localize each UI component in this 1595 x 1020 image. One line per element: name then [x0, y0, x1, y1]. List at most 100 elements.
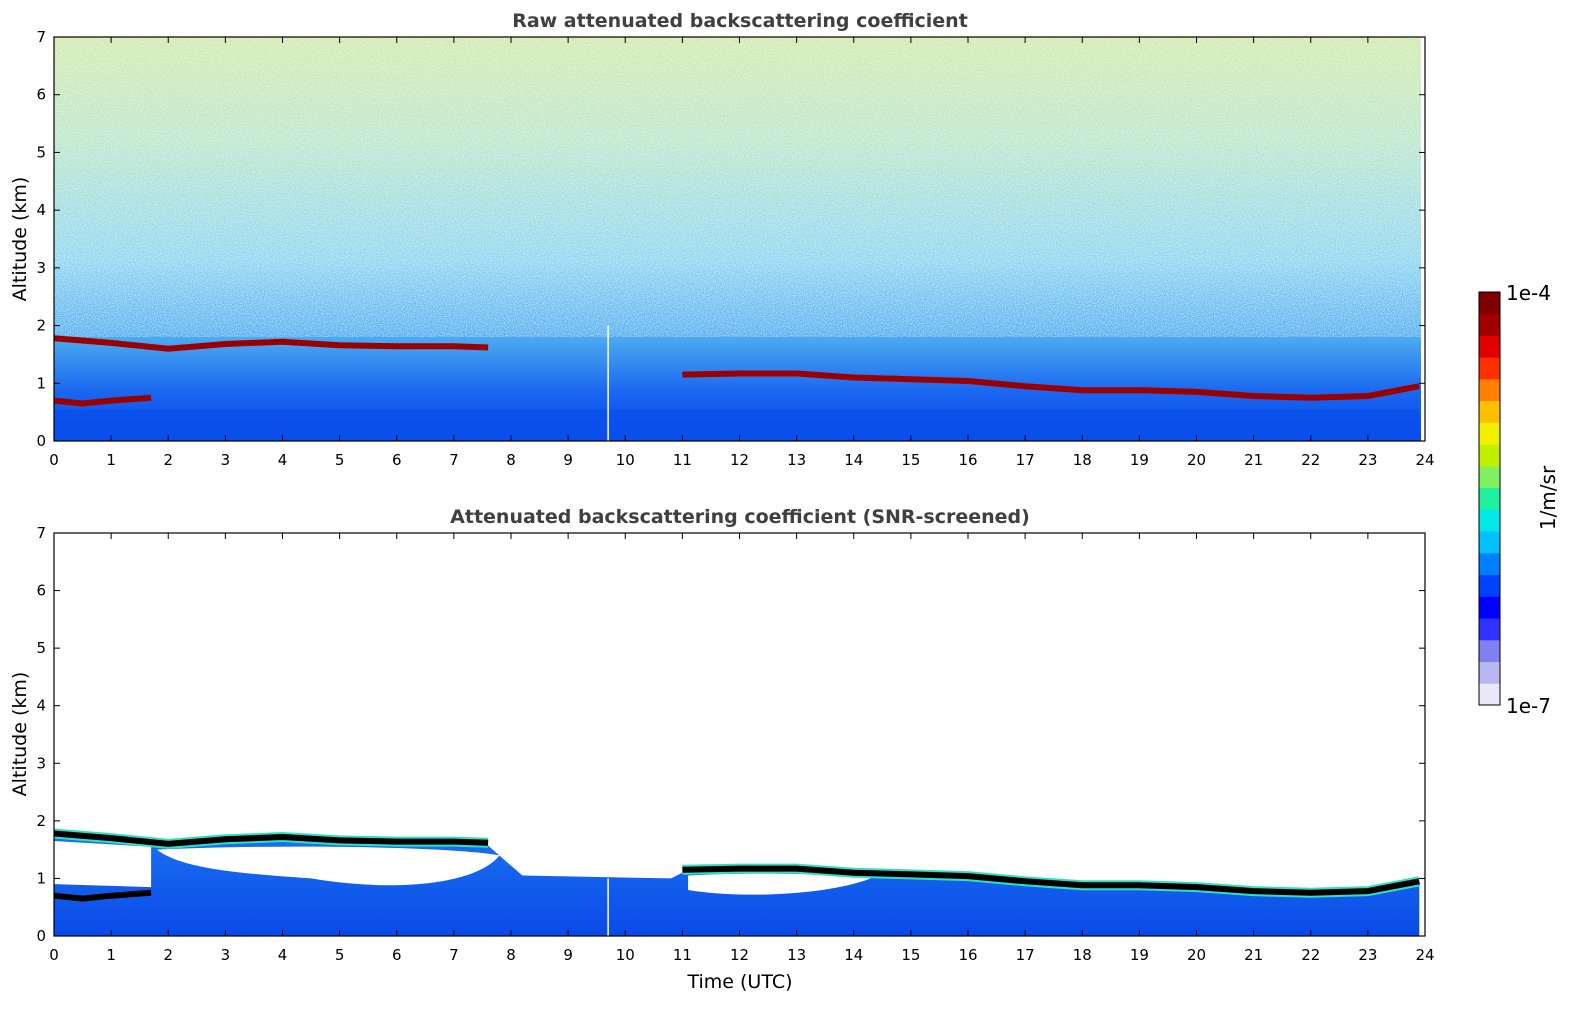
y-tick-label: 0 [36, 927, 46, 945]
x-tick-label: 0 [49, 946, 59, 964]
lower-cloud-layer [53, 394, 152, 407]
colorbar-step [1479, 422, 1500, 445]
x-tick-label: 18 [1073, 451, 1092, 469]
x-tick-label: 6 [392, 451, 402, 469]
x-tick-label: 23 [1358, 451, 1377, 469]
x-tick-label: 16 [958, 946, 977, 964]
x-tick-label: 5 [335, 451, 345, 469]
y-tick-label: 7 [36, 524, 46, 542]
colorbar-step [1479, 596, 1500, 619]
x-tick-label: 15 [901, 946, 920, 964]
y-axis-label: Altitude (km) [9, 177, 31, 302]
x-tick-label: 17 [1016, 451, 1035, 469]
x-tick-label: 20 [1187, 451, 1206, 469]
x-tick-label: 18 [1073, 946, 1092, 964]
x-tick-label: 12 [730, 946, 749, 964]
surface-layer [54, 409, 1420, 441]
colorbar-step [1479, 292, 1500, 315]
clear-air-gap [688, 873, 871, 895]
colorbar-step [1479, 509, 1500, 532]
heatmap-speckle [54, 37, 1421, 337]
colorbar-step [1479, 335, 1500, 358]
x-tick-label: 4 [278, 946, 288, 964]
x-tick-label: 1 [106, 451, 116, 469]
x-tick-label: 4 [278, 451, 288, 469]
raw-backscatter-panel: Raw attenuated backscattering coefficien… [9, 10, 1435, 469]
cloud-layer [682, 370, 1420, 401]
colorbar-step [1479, 465, 1500, 489]
x-tick-label: 16 [958, 451, 977, 469]
x-axis-label: Time (UTC) [686, 971, 792, 993]
colorbar-step [1479, 574, 1500, 597]
x-tick-label: 8 [506, 451, 516, 469]
y-tick-label: 3 [36, 259, 46, 277]
y-tick-label: 5 [36, 143, 46, 161]
y-tick-label: 7 [36, 28, 46, 46]
x-tick-label: 10 [616, 451, 635, 469]
y-tick-label: 2 [36, 812, 46, 830]
x-tick-label: 7 [449, 946, 459, 964]
x-tick-label: 24 [1415, 451, 1434, 469]
x-tick-label: 13 [787, 451, 806, 469]
colorbar-step [1479, 552, 1500, 575]
x-tick-label: 1 [106, 946, 116, 964]
y-tick-label: 6 [36, 582, 46, 600]
colorbar-step [1479, 487, 1500, 510]
y-tick-label: 6 [36, 86, 46, 104]
panel-title: Raw attenuated backscattering coefficien… [512, 10, 968, 32]
snr-screened-panel: Attenuated backscattering coefficient (S… [9, 506, 1435, 993]
colorbar-step [1479, 639, 1500, 662]
y-tick-label: 5 [36, 639, 46, 657]
x-tick-label: 10 [616, 946, 635, 964]
y-tick-label: 1 [36, 869, 46, 887]
colorbar-frame [1478, 291, 1501, 706]
x-tick-label: 20 [1187, 946, 1206, 964]
panel-title: Attenuated backscattering coefficient (S… [450, 506, 1030, 528]
colorbar-step [1479, 400, 1500, 423]
x-tick-label: 0 [49, 451, 59, 469]
x-tick-label: 22 [1301, 451, 1320, 469]
x-tick-label: 21 [1244, 451, 1263, 469]
x-tick-label: 3 [221, 451, 231, 469]
y-tick-label: 1 [36, 374, 46, 392]
x-tick-label: 8 [506, 946, 516, 964]
colorbar-max-label: 1e-4 [1506, 281, 1551, 305]
y-tick-label: 4 [36, 697, 46, 715]
x-tick-label: 19 [1130, 451, 1149, 469]
clear-air-gap [156, 846, 500, 886]
x-tick-label: 6 [392, 946, 402, 964]
y-tick-label: 4 [36, 201, 46, 219]
colorbar-unit-label: 1/m/sr [1536, 465, 1560, 530]
y-tick-label: 3 [36, 754, 46, 772]
x-tick-label: 22 [1301, 946, 1320, 964]
x-tick-label: 5 [335, 946, 345, 964]
x-tick-label: 2 [163, 451, 173, 469]
x-tick-label: 13 [787, 946, 806, 964]
x-tick-label: 19 [1130, 946, 1149, 964]
x-tick-label: 9 [563, 946, 573, 964]
cloud-layer [682, 865, 1420, 896]
x-tick-label: 24 [1415, 946, 1434, 964]
x-tick-label: 14 [844, 946, 863, 964]
x-tick-label: 17 [1016, 946, 1035, 964]
x-tick-label: 7 [449, 451, 459, 469]
colorbar-step [1479, 618, 1500, 641]
y-axis-label: Altitude (km) [9, 672, 31, 797]
lower-cloud-layer [53, 889, 152, 902]
clear-air-gap [54, 841, 152, 888]
colorbar-step [1479, 357, 1500, 380]
colorbar-step [1479, 313, 1500, 336]
colorbar-step [1479, 378, 1500, 402]
cloud-layer [53, 830, 489, 847]
colorbar-min-label: 1e-7 [1506, 694, 1551, 718]
x-tick-label: 9 [563, 451, 573, 469]
cloud-layer [53, 335, 489, 352]
x-tick-label: 14 [844, 451, 863, 469]
x-tick-label: 3 [221, 946, 231, 964]
x-tick-label: 2 [163, 946, 173, 964]
colorbar: 1e-4 1e-7 1/m/sr [1478, 281, 1560, 718]
x-tick-label: 23 [1358, 946, 1377, 964]
x-tick-label: 21 [1244, 946, 1263, 964]
x-tick-label: 11 [673, 946, 692, 964]
